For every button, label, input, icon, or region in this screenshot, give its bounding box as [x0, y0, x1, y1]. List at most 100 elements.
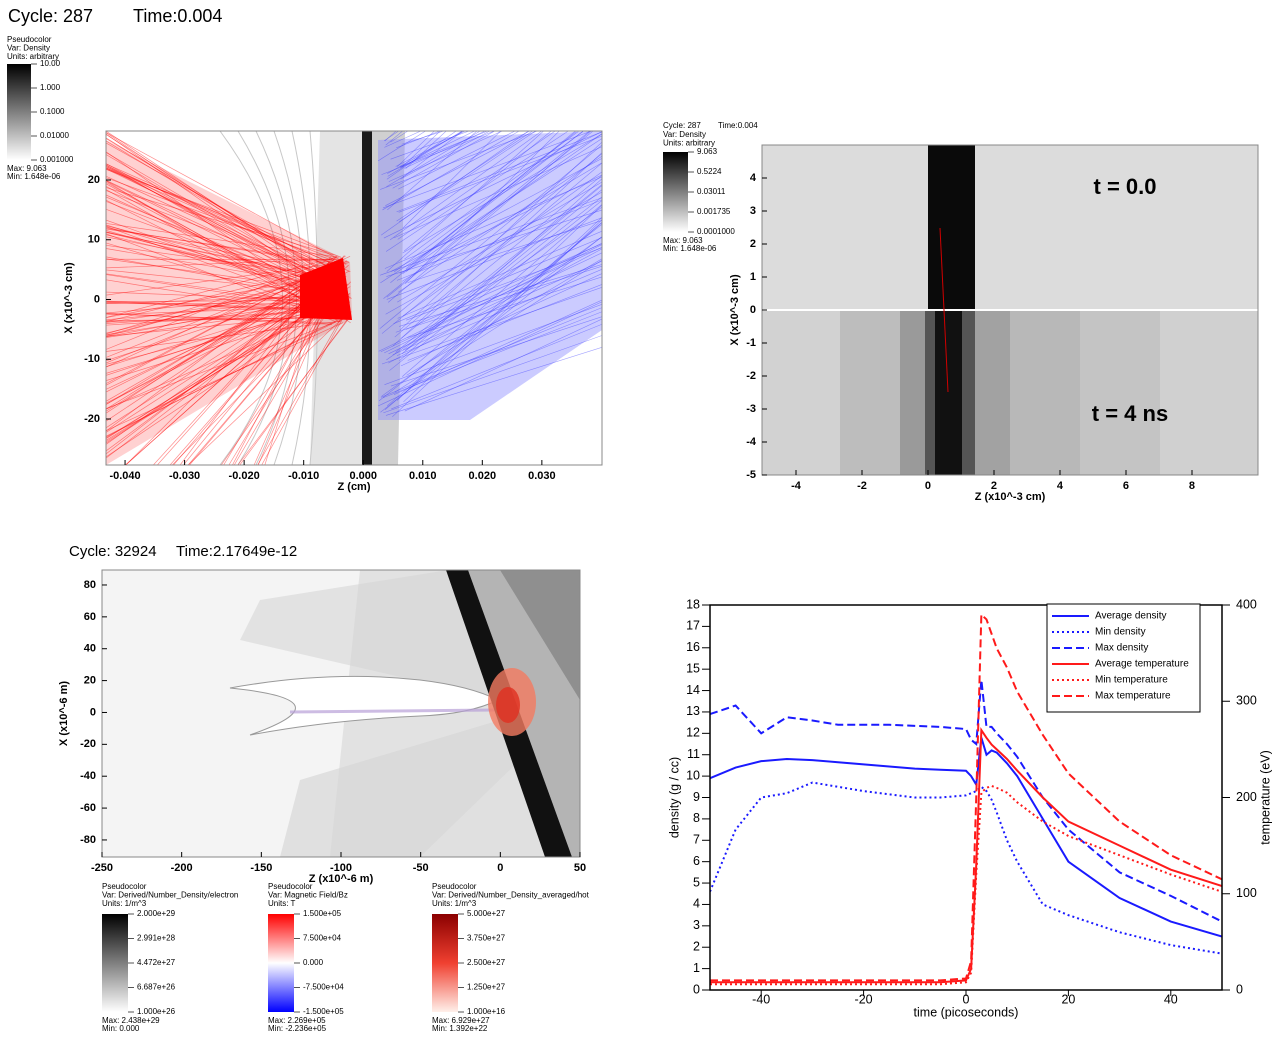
time-label: Time:0.004 — [718, 121, 758, 130]
x-tick-label: -100 — [330, 862, 352, 874]
colorbar-label: 1.000 — [40, 83, 61, 92]
y-tick-label: 12 — [686, 726, 700, 740]
blue-ray — [382, 131, 593, 209]
blue-ray — [407, 220, 602, 283]
laser-ray — [106, 282, 333, 390]
y-tick-label: 20 — [84, 674, 96, 686]
blue-ray — [386, 131, 481, 188]
blue-ray — [396, 199, 602, 281]
data-line — [710, 781, 1222, 955]
blue-ray — [396, 204, 602, 401]
blue-ray — [390, 316, 602, 387]
blue-ray — [380, 138, 602, 284]
colorbar — [663, 152, 688, 232]
legend-units: Units: arbitrary — [663, 139, 715, 148]
legend-title: Pseudocolor — [432, 882, 477, 891]
x-tick-label: 0 — [963, 992, 970, 1006]
y-tick-label: 7 — [693, 833, 700, 847]
x-tick-label: 0 — [925, 480, 931, 492]
laser-ray — [106, 233, 336, 322]
colorbar-label: 2.500e+27 — [467, 958, 506, 967]
laser-ray — [106, 266, 337, 410]
blue-ray — [404, 131, 560, 284]
colorbar-label: 0.1000 — [40, 107, 65, 116]
laser-ray — [239, 315, 351, 465]
y-tick-label: 40 — [84, 643, 96, 655]
cycle-label: Cycle: 287 — [8, 6, 93, 26]
laser-ray — [106, 273, 336, 307]
legend-title: Pseudocolor — [268, 882, 313, 891]
x-tick-label: -4 — [791, 480, 802, 492]
colorbar-label: 0.001000 — [40, 155, 74, 164]
laser-ray — [106, 256, 331, 298]
y-tick-label: 15 — [686, 661, 700, 675]
x-axis-label: time (picoseconds) — [914, 1005, 1019, 1019]
blue-ray — [377, 131, 427, 162]
blue-ray — [407, 276, 602, 338]
laser-ray — [106, 265, 338, 358]
density-strip — [1080, 310, 1160, 475]
density-strip — [1160, 310, 1258, 475]
y-axis-label: density (g / cc) — [667, 757, 681, 838]
colorbar-label: 6.687e+26 — [137, 983, 176, 992]
blue-ray — [406, 247, 602, 321]
blue-ray — [398, 131, 537, 223]
time-label: Time:0.004 — [133, 6, 222, 26]
y-tick-label: 17 — [686, 619, 700, 633]
legend-max: Max: 9.063 — [7, 164, 47, 173]
y-axis-label: X (x10^-6 m) — [58, 681, 70, 746]
laser-ray — [106, 133, 339, 297]
blue-ray — [385, 131, 531, 206]
laser-ray — [106, 274, 332, 336]
x-tick-label: -0.030 — [169, 470, 200, 482]
laser-ray — [106, 279, 332, 318]
blue-ray — [387, 131, 478, 211]
laser-ray — [106, 228, 347, 265]
blue-ray — [383, 131, 400, 142]
laser-ray — [187, 315, 346, 465]
target-initial — [928, 145, 975, 310]
colorbar-label: 0.03011 — [697, 187, 726, 196]
blue-ray — [393, 131, 585, 273]
cycle-label: Cycle: 32924 — [69, 543, 157, 560]
density-strip — [962, 310, 975, 475]
blue-ray — [394, 259, 602, 393]
y-tick-label: 2 — [693, 940, 700, 954]
blue-ray — [398, 155, 602, 293]
blue-ray — [392, 260, 602, 355]
blue-ray — [400, 273, 602, 367]
x-axis-label: Z (x10^-6 m) — [309, 873, 374, 885]
y-tick-label: 4 — [693, 897, 700, 911]
blue-ray — [389, 131, 543, 241]
blue-ray — [396, 131, 435, 168]
contour — [255, 131, 297, 465]
cycle-label: Cycle: 287 — [663, 121, 701, 130]
laser-ray — [106, 152, 339, 288]
y-axis-label: X (x10^-3 cm) — [729, 274, 741, 346]
legend-var: Var: Derived/Number_Density_averaged/hot — [432, 891, 590, 900]
x-tick-label: 8 — [1189, 480, 1195, 492]
laser-ray — [106, 292, 339, 314]
blue-ray — [388, 131, 592, 303]
laser-ray — [106, 134, 347, 287]
laser-ray — [106, 291, 335, 302]
shading — [372, 131, 405, 465]
blue-ray — [396, 131, 441, 149]
blue-ray — [391, 158, 602, 272]
y-tick-label: 1 — [750, 271, 756, 283]
laser-ray — [106, 226, 337, 311]
laser-ray — [106, 256, 338, 350]
laser-ray — [106, 309, 336, 324]
y-tick-label: -4 — [746, 436, 757, 448]
legend-min: Min: 0.000 — [102, 1024, 140, 1033]
jet — [229, 675, 500, 736]
blue-region — [378, 131, 602, 420]
legend-title: Pseudocolor — [7, 35, 52, 44]
annotation: t = 0.0 — [1094, 174, 1157, 199]
blue-ray — [384, 304, 602, 385]
blue-ray — [397, 131, 556, 240]
laser-ray — [106, 186, 331, 308]
x-tick-label: 20 — [1061, 992, 1075, 1006]
data-line — [710, 726, 1222, 984]
laser-ray — [106, 232, 333, 279]
